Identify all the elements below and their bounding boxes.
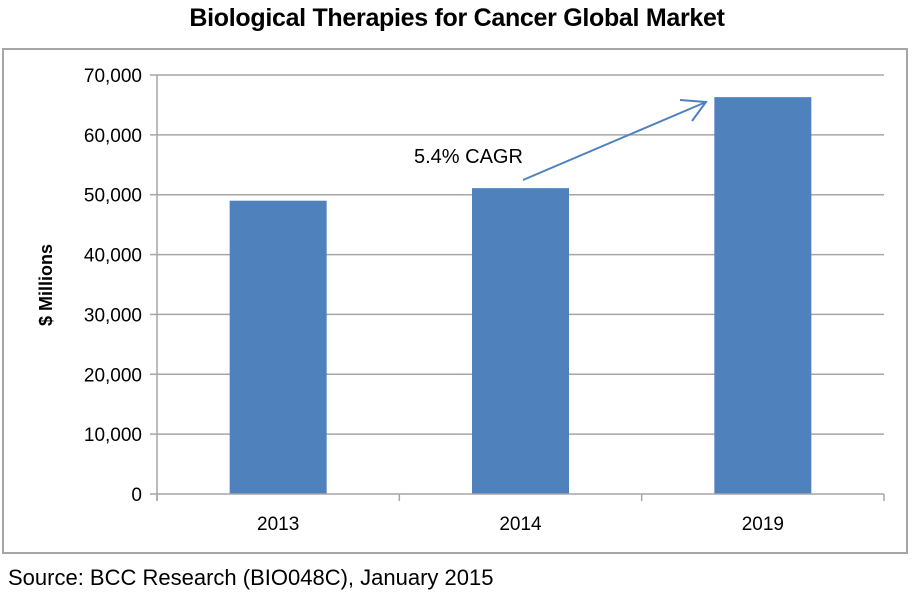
chart-title: Biological Therapies for Cancer Global M… (189, 4, 725, 32)
bar-2014 (472, 188, 569, 494)
y-tick-label: 50,000 (84, 186, 142, 207)
cagr-arrow-icon (522, 99, 708, 181)
bar-2019 (714, 97, 812, 494)
y-tick-label: 0 (131, 485, 142, 506)
x-tick-label: 2013 (257, 514, 299, 535)
source-note: Source: BCC Research (BIO048C), January … (8, 565, 494, 590)
bar-series (229, 97, 812, 494)
y-axis-label: $ Millions (36, 244, 56, 326)
cagr-annotation: 5.4% CAGR (414, 146, 523, 168)
x-axis-ticks: 2013 2014 2019 (156, 493, 885, 535)
y-tick-label: 70,000 (84, 66, 142, 87)
y-tick-label: 60,000 (84, 126, 142, 147)
y-tick-label: 10,000 (84, 425, 142, 446)
x-tick-label: 2014 (499, 514, 542, 535)
bar-2013 (229, 200, 327, 494)
y-tick-label: 30,000 (84, 305, 142, 326)
y-tick-label: 40,000 (84, 246, 142, 267)
y-axis-ticks: 0 10,000 20,000 30,000 40,000 50,000 60,000 70,… (84, 66, 158, 506)
chart-frame (2, 48, 908, 554)
y-tick-label: 20,000 (84, 365, 142, 386)
x-tick-label: 2019 (742, 514, 784, 535)
